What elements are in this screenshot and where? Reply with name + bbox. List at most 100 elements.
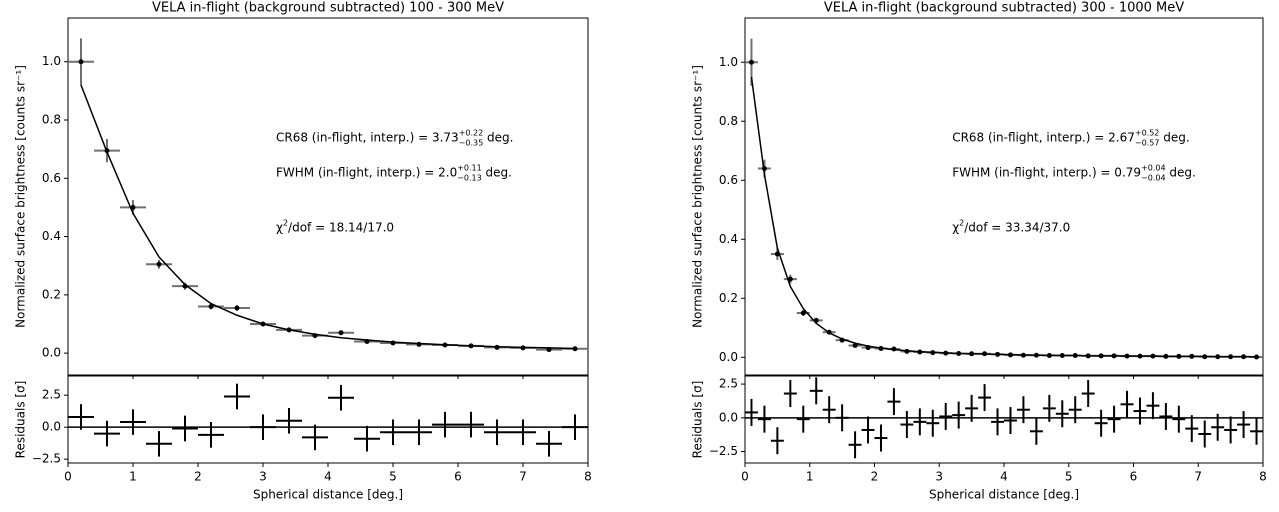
annotation-subscript: −0.13 (457, 174, 482, 183)
data-point (1137, 353, 1143, 359)
y-tick-label: 1.0 (719, 55, 738, 69)
annotation-subscript: −0.35 (459, 139, 484, 148)
data-point (943, 350, 949, 356)
y-tick-label: 0.6 (42, 171, 61, 185)
x-tick-label: 6 (454, 470, 462, 484)
x-tick-label: 1 (129, 470, 137, 484)
chart-title: VELA in-flight (background subtracted) 1… (152, 1, 504, 16)
x-tick-label: 2 (194, 470, 202, 484)
data-point (1124, 353, 1130, 359)
chart-title: VELA in-flight (background subtracted) 3… (824, 1, 1184, 16)
data-point (1241, 354, 1247, 360)
y-tick-label: 0.4 (719, 232, 738, 246)
x-tick-label: 3 (935, 470, 943, 484)
data-point (546, 347, 552, 353)
axes-frame (67, 375, 589, 464)
x-tick-label: 1 (806, 470, 814, 484)
annotation-superscript: +0.52 (1135, 129, 1160, 138)
annotation-superscript: 2 (959, 219, 964, 228)
data-point (852, 342, 858, 348)
x-tick-label: 0 (741, 470, 749, 484)
y-tick-label: 0.4 (42, 229, 61, 243)
data-point (878, 345, 884, 351)
annotation: deg. (482, 166, 512, 180)
data-point (787, 276, 793, 282)
x-tick-label: 3 (259, 470, 267, 484)
annotation: /dof = 33.34/37.0 (964, 221, 1070, 235)
data-point (338, 330, 344, 336)
data-point (390, 340, 396, 346)
y-tick-label: 0.0 (42, 346, 61, 360)
annotation: χ (276, 221, 283, 235)
x-tick-label: 5 (389, 470, 397, 484)
annotation-subscript: −0.57 (1135, 139, 1160, 148)
x-tick-label: 8 (1259, 470, 1267, 484)
data-point (494, 344, 500, 350)
data-point (761, 165, 767, 171)
data-point (1176, 353, 1182, 359)
data-point (930, 350, 936, 356)
data-point (1111, 353, 1117, 359)
x-tick-label: 4 (1000, 470, 1008, 484)
y-tick-label: 0.2 (42, 287, 61, 301)
annotation-superscript: +0.22 (459, 129, 484, 138)
annotation: CR68 (in-flight, interp.) = 3.73 (276, 131, 459, 145)
data-point (1228, 354, 1234, 360)
data-point (468, 343, 474, 349)
data-point (1033, 352, 1039, 358)
x-tick-label: 7 (519, 470, 527, 484)
data-point (208, 304, 214, 310)
x-tick-label: 0 (64, 470, 72, 484)
annotation: CR68 (in-flight, interp.) = 2.67 (952, 131, 1135, 145)
annotation: deg. (1159, 131, 1189, 145)
x-tick-label: 6 (1130, 470, 1138, 484)
data-point (1202, 354, 1208, 360)
model-line (750, 76, 1257, 358)
data-point (1189, 353, 1195, 359)
x-axis-label: Spherical distance [deg.] (929, 488, 1079, 502)
y-tick-label: 0.0 (719, 350, 738, 364)
data-point (800, 310, 806, 316)
annotation: χ (952, 221, 959, 235)
y-axis-label: Normalized surface brightness [counts sr… (14, 65, 28, 328)
x-tick-label: 8 (584, 470, 592, 484)
annotation-superscript: +0.11 (457, 164, 482, 173)
annotation: FWHM (in-flight, interp.) = 2.0 (276, 166, 457, 180)
data-point (1007, 352, 1013, 358)
data-point (995, 351, 1001, 357)
data-point (865, 345, 871, 351)
annotation: /dof = 18.14/17.0 (288, 221, 394, 235)
data-point (312, 333, 318, 339)
data-point (260, 321, 266, 327)
data-point (130, 204, 136, 210)
data-point (813, 317, 819, 323)
y-tick-label: 0.6 (719, 173, 738, 187)
annotation-superscript: 2 (283, 219, 288, 228)
data-point (572, 346, 578, 352)
data-point (891, 346, 897, 352)
model-line (80, 84, 576, 350)
y-tick-label: 0.8 (42, 113, 61, 127)
data-point (826, 329, 832, 335)
data-point (917, 349, 923, 355)
data-point (416, 341, 422, 347)
y-tick-label: 1.0 (42, 54, 61, 68)
x-tick-label: 4 (324, 470, 332, 484)
y-tick-label: 0.0 (42, 420, 61, 434)
data-point (442, 342, 448, 348)
data-point (1215, 354, 1221, 360)
data-point (156, 261, 162, 267)
data-point (1046, 353, 1052, 359)
data-point (78, 59, 84, 65)
y-axis-label: Residuals [σ] (14, 381, 28, 459)
data-point (286, 327, 292, 333)
data-point (1020, 352, 1026, 358)
y-tick-label: 2.5 (719, 377, 738, 391)
annotation: FWHM (in-flight, interp.) = 0.79 (952, 166, 1141, 180)
data-point (956, 350, 962, 356)
data-point (969, 351, 975, 357)
data-point (364, 338, 370, 344)
data-point (904, 348, 910, 354)
data-point (520, 345, 526, 351)
